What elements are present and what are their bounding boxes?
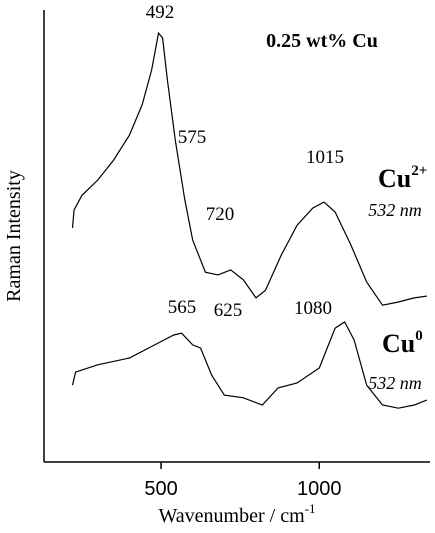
annotation: 532 nm <box>368 373 422 393</box>
x-tick-label: 500 <box>144 478 177 500</box>
spectrum-line <box>71 31 427 306</box>
annotation: 565 <box>168 297 197 318</box>
x-tick-label: 1000 <box>297 478 342 500</box>
annotation: 0.25 wt% Cu <box>266 30 378 52</box>
series-label-text: Cu <box>382 329 415 358</box>
annotation: 720 <box>206 204 235 225</box>
series-label: Cu0 <box>382 328 423 358</box>
x-label-text: Wavenumber / cm <box>159 505 306 527</box>
x-label-sup: -1 <box>305 501 316 516</box>
spectrum-line <box>71 321 428 409</box>
annotation: 1015 <box>306 147 344 168</box>
series-label-text: Cu <box>378 164 411 193</box>
annotation: 532 nm <box>368 200 422 220</box>
series-label-sup: 2+ <box>411 163 427 179</box>
series-label: Cu2+ <box>378 163 427 193</box>
annotation: 575 <box>178 127 207 148</box>
annotation: 625 <box>214 300 243 321</box>
annotation: 1080 <box>294 298 332 319</box>
x-axis-label: Wavenumber / cm-1 <box>159 501 316 527</box>
series-label-sup: 0 <box>415 328 423 344</box>
annotation: 492 <box>146 2 175 23</box>
y-axis-label: Raman Intensity <box>3 170 25 302</box>
